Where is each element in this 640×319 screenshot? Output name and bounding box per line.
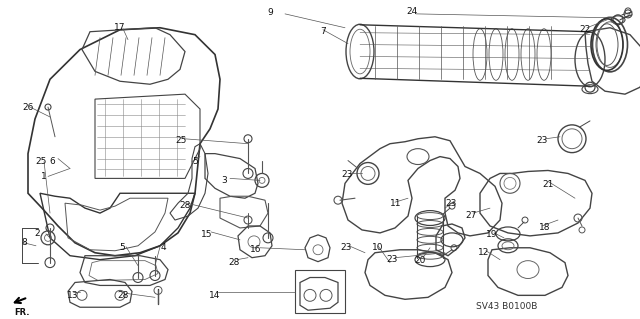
- Text: 23: 23: [341, 170, 353, 179]
- Text: 22: 22: [579, 25, 591, 34]
- Text: 23: 23: [536, 136, 548, 145]
- Text: 16: 16: [250, 245, 262, 254]
- Text: 28: 28: [179, 201, 191, 210]
- Text: 5: 5: [192, 157, 198, 166]
- Text: 23: 23: [387, 255, 397, 264]
- Text: 21: 21: [542, 180, 554, 189]
- Text: 11: 11: [390, 199, 402, 208]
- Text: 27: 27: [465, 211, 477, 219]
- Text: 18: 18: [540, 223, 551, 233]
- Text: 20: 20: [414, 256, 426, 265]
- Text: 26: 26: [22, 102, 34, 112]
- Text: 8: 8: [21, 238, 27, 247]
- Text: 19: 19: [486, 230, 498, 239]
- Text: 14: 14: [209, 291, 221, 300]
- Text: 25: 25: [35, 157, 47, 166]
- Text: 9: 9: [267, 8, 273, 17]
- Text: 28: 28: [228, 258, 240, 267]
- Text: 6: 6: [49, 157, 55, 166]
- Text: 4: 4: [160, 243, 166, 252]
- Text: 25: 25: [175, 136, 187, 145]
- Text: 15: 15: [201, 230, 212, 239]
- Text: 1: 1: [41, 172, 47, 181]
- Text: 12: 12: [478, 248, 490, 257]
- Text: 23: 23: [445, 199, 457, 208]
- Text: 2: 2: [34, 229, 40, 238]
- Text: FR.: FR.: [14, 308, 29, 317]
- Text: 13: 13: [67, 291, 79, 300]
- Text: 5: 5: [119, 243, 125, 252]
- Text: 24: 24: [406, 7, 418, 16]
- Text: 7: 7: [320, 27, 326, 36]
- Text: 28: 28: [117, 291, 129, 300]
- Text: SV43 B0100B: SV43 B0100B: [476, 302, 538, 311]
- Text: 17: 17: [115, 23, 125, 32]
- Text: 10: 10: [372, 243, 384, 252]
- Text: 3: 3: [221, 176, 227, 185]
- Text: 23: 23: [340, 243, 352, 252]
